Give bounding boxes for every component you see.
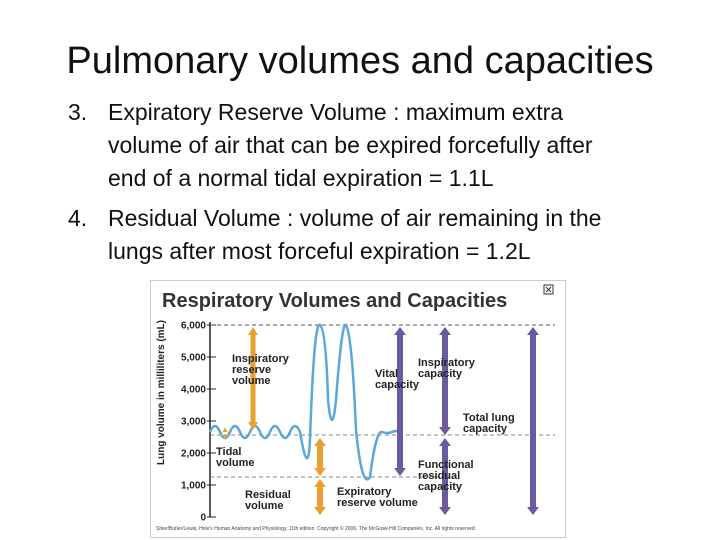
y-tick-label: 0 bbox=[200, 513, 206, 524]
figure-label: Inspiratory bbox=[418, 357, 476, 369]
figure-label: volume bbox=[245, 500, 284, 512]
arrow-shaft bbox=[317, 445, 323, 469]
figure-label: reserve volume bbox=[337, 497, 418, 509]
arrow-shaft bbox=[250, 334, 256, 423]
figure-label: volume bbox=[232, 375, 271, 387]
figure-label: Functional bbox=[418, 459, 474, 471]
item-number: 4. bbox=[68, 205, 88, 231]
item-text: lungs after most forceful expiration = 1… bbox=[108, 238, 531, 264]
figure-label: residual bbox=[418, 470, 460, 482]
arrow-shaft bbox=[397, 334, 403, 469]
item-text: end of a normal tidal expiration = 1.1L bbox=[108, 165, 494, 191]
arrow-head bbox=[314, 438, 326, 476]
figure-label: capacity bbox=[418, 481, 463, 493]
figure-label: volume bbox=[216, 457, 255, 469]
figure-label: Inspiratory bbox=[232, 353, 290, 365]
figure-label: Vital bbox=[375, 368, 398, 380]
figure-label: reserve bbox=[232, 364, 271, 376]
figure: Respiratory Volumes and Capacities Lung … bbox=[150, 280, 566, 538]
arrow-shaft bbox=[317, 486, 323, 508]
y-tick-label: 4,000 bbox=[181, 385, 206, 396]
item-text: Expiratory Reserve Volume : maximum extr… bbox=[108, 99, 564, 125]
y-tick-label: 3,000 bbox=[181, 417, 206, 428]
y-tick-label: 5,000 bbox=[181, 353, 206, 364]
item-text: volume of air that can be expired forcef… bbox=[108, 132, 593, 158]
figure-label: Expiratory bbox=[337, 486, 392, 498]
y-axis-label: Lung volume in milliliters (mL) bbox=[156, 320, 167, 465]
arrow-shaft bbox=[530, 334, 536, 508]
figure-label: capacity bbox=[463, 423, 508, 435]
list-item: 4. Residual Volume : volume of air remai… bbox=[68, 202, 688, 268]
figure-frame bbox=[150, 280, 566, 538]
arrow-shaft bbox=[442, 445, 448, 508]
y-tick-label: 1,000 bbox=[181, 481, 206, 492]
figure-credit: Shier/Butler/Lewis, Hole's Human Anatomy… bbox=[156, 525, 476, 532]
arrow-head bbox=[439, 438, 451, 515]
figure-label: capacity bbox=[375, 379, 420, 391]
figure-label: Total lung bbox=[463, 412, 515, 424]
arrow-shaft bbox=[442, 334, 448, 428]
arrow-head bbox=[221, 427, 229, 440]
figure-label: capacity bbox=[418, 368, 463, 380]
figure-label: Residual bbox=[245, 489, 291, 501]
y-tick-label: 2,000 bbox=[181, 449, 206, 460]
figure-title: Respiratory Volumes and Capacities bbox=[162, 290, 507, 312]
figure-label: Tidal bbox=[216, 446, 241, 458]
breathing-trace bbox=[208, 323, 403, 481]
item-number: 3. bbox=[68, 99, 88, 125]
close-icon bbox=[545, 286, 552, 293]
item-text: Residual Volume : volume of air remainin… bbox=[108, 205, 602, 231]
y-tick-label: 6,000 bbox=[181, 321, 206, 332]
list-item: 3. Expiratory Reserve Volume : maximum e… bbox=[68, 96, 688, 196]
arrow-head bbox=[314, 479, 326, 515]
slide-title: Pulmonary volumes and capacities bbox=[66, 40, 654, 82]
